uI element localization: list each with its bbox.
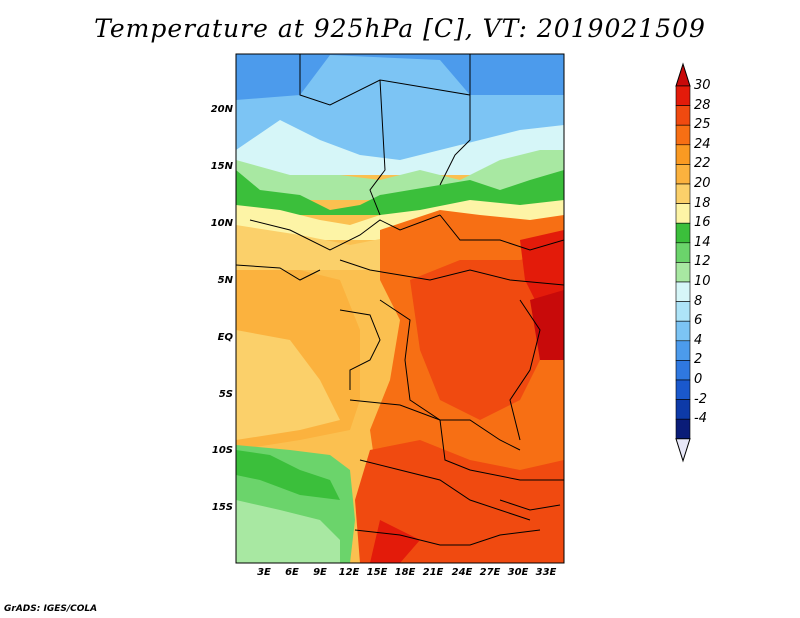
lat-label-eq: EQ	[217, 332, 233, 343]
lon-label-33e: 33E	[535, 567, 557, 578]
colorbar-level-label: 22	[694, 156, 711, 172]
colorbar-swatch	[675, 320, 691, 342]
colorbar-level-label: 28	[694, 97, 711, 113]
lon-label-30e: 30E	[507, 567, 529, 578]
colorbar-swatch	[675, 105, 691, 126]
colorbar-swatch	[675, 124, 691, 146]
map-title: Temperature at 925hPa [C], VT: 201902150…	[94, 14, 706, 43]
colorbar-swatch	[675, 242, 691, 263]
lon-label-21e: 21E	[422, 567, 444, 578]
lon-label-18e: 18E	[394, 567, 416, 578]
colorbar-level-label: -2	[694, 391, 707, 407]
colorbar-level-label: 24	[694, 136, 711, 152]
colorbar-level-label: 14	[694, 234, 711, 250]
colorbar-level-label: 18	[694, 195, 711, 211]
lon-label-9e: 9E	[313, 567, 327, 578]
lon-label-12e: 12E	[338, 567, 360, 578]
colorbar-swatch	[675, 144, 691, 165]
colorbar-bottom-arrow	[675, 438, 691, 463]
lon-label-15e: 15E	[366, 567, 388, 578]
colorbar-swatch	[675, 301, 691, 322]
colorbar-level-label: 25	[694, 117, 711, 133]
colorbar-level-label: 12	[694, 254, 711, 270]
colorbar-swatch	[675, 379, 691, 400]
colorbar-swatch	[675, 418, 691, 440]
lat-label-15n: 15N	[210, 161, 233, 172]
grads-credit: GrADS: IGES/COLA	[4, 604, 98, 614]
lon-label-6e: 6E	[285, 567, 299, 578]
country-borders	[236, 54, 564, 546]
lon-label-27e: 27E	[479, 567, 501, 578]
lat-label-15s: 15S	[211, 502, 233, 513]
colorbar-swatch	[675, 281, 691, 302]
colorbar-level-label: 20	[694, 176, 711, 191]
lon-label-3e: 3E	[257, 567, 271, 578]
colorbar-swatch	[675, 203, 691, 224]
colorbar-level-label: 2	[694, 352, 703, 368]
map-frame	[235, 53, 565, 564]
colorbar-level-label: 8	[694, 293, 703, 309]
colorbar-level-label: 4	[694, 332, 703, 348]
colorbar-swatch	[675, 85, 691, 106]
lat-label-5s: 5S	[218, 389, 233, 400]
colorbar-level-label: 16	[694, 215, 711, 231]
colorbar-swatch	[675, 164, 691, 185]
temperature-field	[236, 54, 564, 563]
colorbar-level-label: 0	[694, 372, 703, 387]
colorbar-swatch	[675, 222, 691, 244]
colorbar-level-label: -4	[694, 411, 707, 427]
colorbar-level-label: 30	[694, 78, 711, 93]
colorbar-swatch	[675, 262, 691, 283]
lat-label-5n: 5N	[217, 275, 233, 286]
colorbar-top-arrow	[675, 62, 691, 87]
lon-label-24e: 24E	[451, 567, 473, 578]
colorbar-swatch	[675, 340, 691, 361]
lat-label-10n: 10N	[210, 218, 233, 229]
colorbar-level-label: 10	[694, 274, 711, 289]
colorbar	[675, 62, 691, 463]
colorbar-swatch	[675, 183, 691, 204]
colorbar-level-label: 6	[694, 313, 703, 329]
lat-label-10s: 10S	[211, 445, 233, 456]
colorbar-swatch	[675, 399, 691, 420]
colorbar-swatch	[675, 360, 691, 381]
lat-label-20n: 20N	[210, 104, 233, 115]
